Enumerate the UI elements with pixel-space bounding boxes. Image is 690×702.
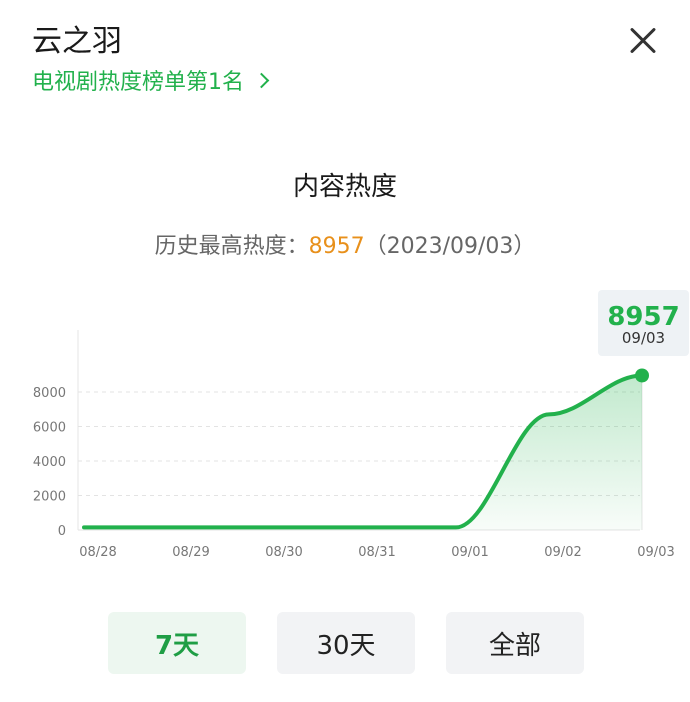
peak-label: 历史最高热度： bbox=[154, 234, 309, 259]
highlight-point[interactable] bbox=[635, 368, 649, 383]
rank-link[interactable]: 电视剧热度榜单第1名 bbox=[32, 64, 270, 96]
x-tick-label: 09/01 bbox=[451, 545, 488, 560]
section-title: 内容热度 bbox=[292, 172, 397, 202]
x-tick-label: 08/29 bbox=[172, 545, 209, 560]
y-tick-label: 8000 bbox=[33, 386, 66, 401]
range-button-7d[interactable]: 7天 bbox=[108, 612, 246, 674]
x-tick-label: 09/02 bbox=[544, 545, 581, 560]
y-tick-label: 2000 bbox=[33, 490, 66, 505]
heat-chart: 0 2000 4000 6000 8000 08/28 08/29 08/30 08/31 09/… bbox=[33, 330, 675, 560]
chevron-right-icon bbox=[253, 72, 270, 88]
x-tick-label: 08/31 bbox=[358, 545, 395, 560]
tooltip-value: 8957 bbox=[607, 302, 680, 332]
y-tick-label: 4000 bbox=[33, 455, 66, 470]
peak-value: 8957 bbox=[308, 234, 365, 259]
peak-date: （2023/09/03） bbox=[364, 234, 536, 259]
x-tick-label: 08/30 bbox=[265, 545, 302, 560]
tooltip-date: 09/03 bbox=[621, 329, 666, 347]
y-tick-label: 6000 bbox=[33, 421, 66, 436]
x-tick-label: 09/03 bbox=[637, 545, 674, 560]
chart-tooltip: 8957 09/03 bbox=[598, 290, 689, 356]
range-button-all[interactable]: 全部 bbox=[446, 612, 584, 674]
series-line bbox=[82, 373, 644, 530]
y-tick-label: 0 bbox=[58, 524, 66, 539]
close-icon[interactable] bbox=[624, 22, 662, 60]
series-area bbox=[84, 375, 642, 530]
range-selector: 7天 30天 全部 bbox=[0, 612, 690, 674]
rank-link-label: 电视剧热度榜单第1名 bbox=[32, 70, 244, 95]
peak-info: 历史最高热度：8957（2023/09/03） bbox=[0, 228, 690, 260]
page-title: 云之羽 bbox=[32, 24, 122, 59]
range-button-30d[interactable]: 30天 bbox=[277, 612, 415, 674]
x-tick-label: 08/28 bbox=[79, 545, 116, 560]
